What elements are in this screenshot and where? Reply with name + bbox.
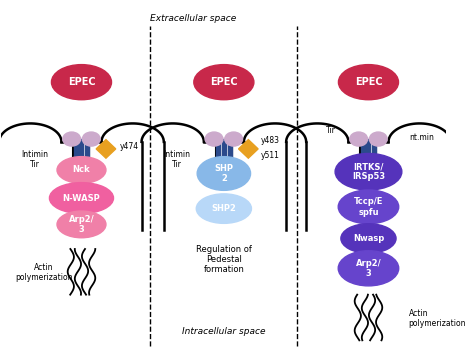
Circle shape <box>369 132 387 146</box>
Text: Tir: Tir <box>326 126 336 135</box>
Ellipse shape <box>194 65 254 100</box>
Text: Actin
polymerization: Actin polymerization <box>409 309 466 328</box>
Polygon shape <box>96 139 116 158</box>
Text: N-WASP: N-WASP <box>63 194 100 202</box>
FancyBboxPatch shape <box>85 139 89 188</box>
Text: nt.min: nt.min <box>410 133 434 142</box>
Text: Intimin
Tir: Intimin Tir <box>164 150 191 169</box>
Circle shape <box>350 132 367 146</box>
Text: Nwasp: Nwasp <box>353 234 384 243</box>
Text: EPEC: EPEC <box>68 77 95 87</box>
Text: Nck: Nck <box>73 165 90 175</box>
Circle shape <box>225 132 243 146</box>
Text: Intimin
Tir: Intimin Tir <box>21 150 48 169</box>
FancyBboxPatch shape <box>73 139 78 188</box>
Text: Tccp/E
spfu: Tccp/E spfu <box>354 197 383 217</box>
Ellipse shape <box>57 211 106 238</box>
Text: EPEC: EPEC <box>355 77 383 87</box>
Text: SHP2: SHP2 <box>211 204 237 213</box>
Ellipse shape <box>338 251 399 286</box>
Text: SHP
2: SHP 2 <box>214 164 233 183</box>
Text: Actin
polymerization: Actin polymerization <box>15 263 73 282</box>
Ellipse shape <box>197 156 251 190</box>
Ellipse shape <box>338 190 399 224</box>
Ellipse shape <box>338 65 399 100</box>
FancyBboxPatch shape <box>80 139 83 188</box>
Text: y511: y511 <box>260 151 279 160</box>
Circle shape <box>63 132 81 146</box>
Circle shape <box>82 132 100 146</box>
Ellipse shape <box>52 65 111 100</box>
FancyBboxPatch shape <box>222 139 226 188</box>
FancyBboxPatch shape <box>361 139 365 188</box>
Ellipse shape <box>196 194 251 223</box>
Text: IRTKS/
IRSp53: IRTKS/ IRSp53 <box>352 162 385 182</box>
Text: Extracellular space: Extracellular space <box>150 15 236 23</box>
Text: EPEC: EPEC <box>210 77 237 87</box>
Text: Regulation of
Pedestal
formation: Regulation of Pedestal formation <box>196 245 252 274</box>
Ellipse shape <box>57 156 106 183</box>
Text: y474: y474 <box>119 142 138 150</box>
Text: Intracellular space: Intracellular space <box>182 327 265 336</box>
FancyBboxPatch shape <box>372 139 376 188</box>
FancyBboxPatch shape <box>216 139 220 188</box>
Polygon shape <box>238 139 258 158</box>
Text: y483: y483 <box>260 136 279 145</box>
Ellipse shape <box>341 224 396 253</box>
Text: Arp2/
3: Arp2/ 3 <box>356 259 381 278</box>
Ellipse shape <box>49 183 113 213</box>
Text: Arp2/
3: Arp2/ 3 <box>69 215 94 234</box>
FancyBboxPatch shape <box>228 139 232 188</box>
Circle shape <box>205 132 223 146</box>
FancyBboxPatch shape <box>366 139 371 188</box>
Ellipse shape <box>335 154 402 190</box>
